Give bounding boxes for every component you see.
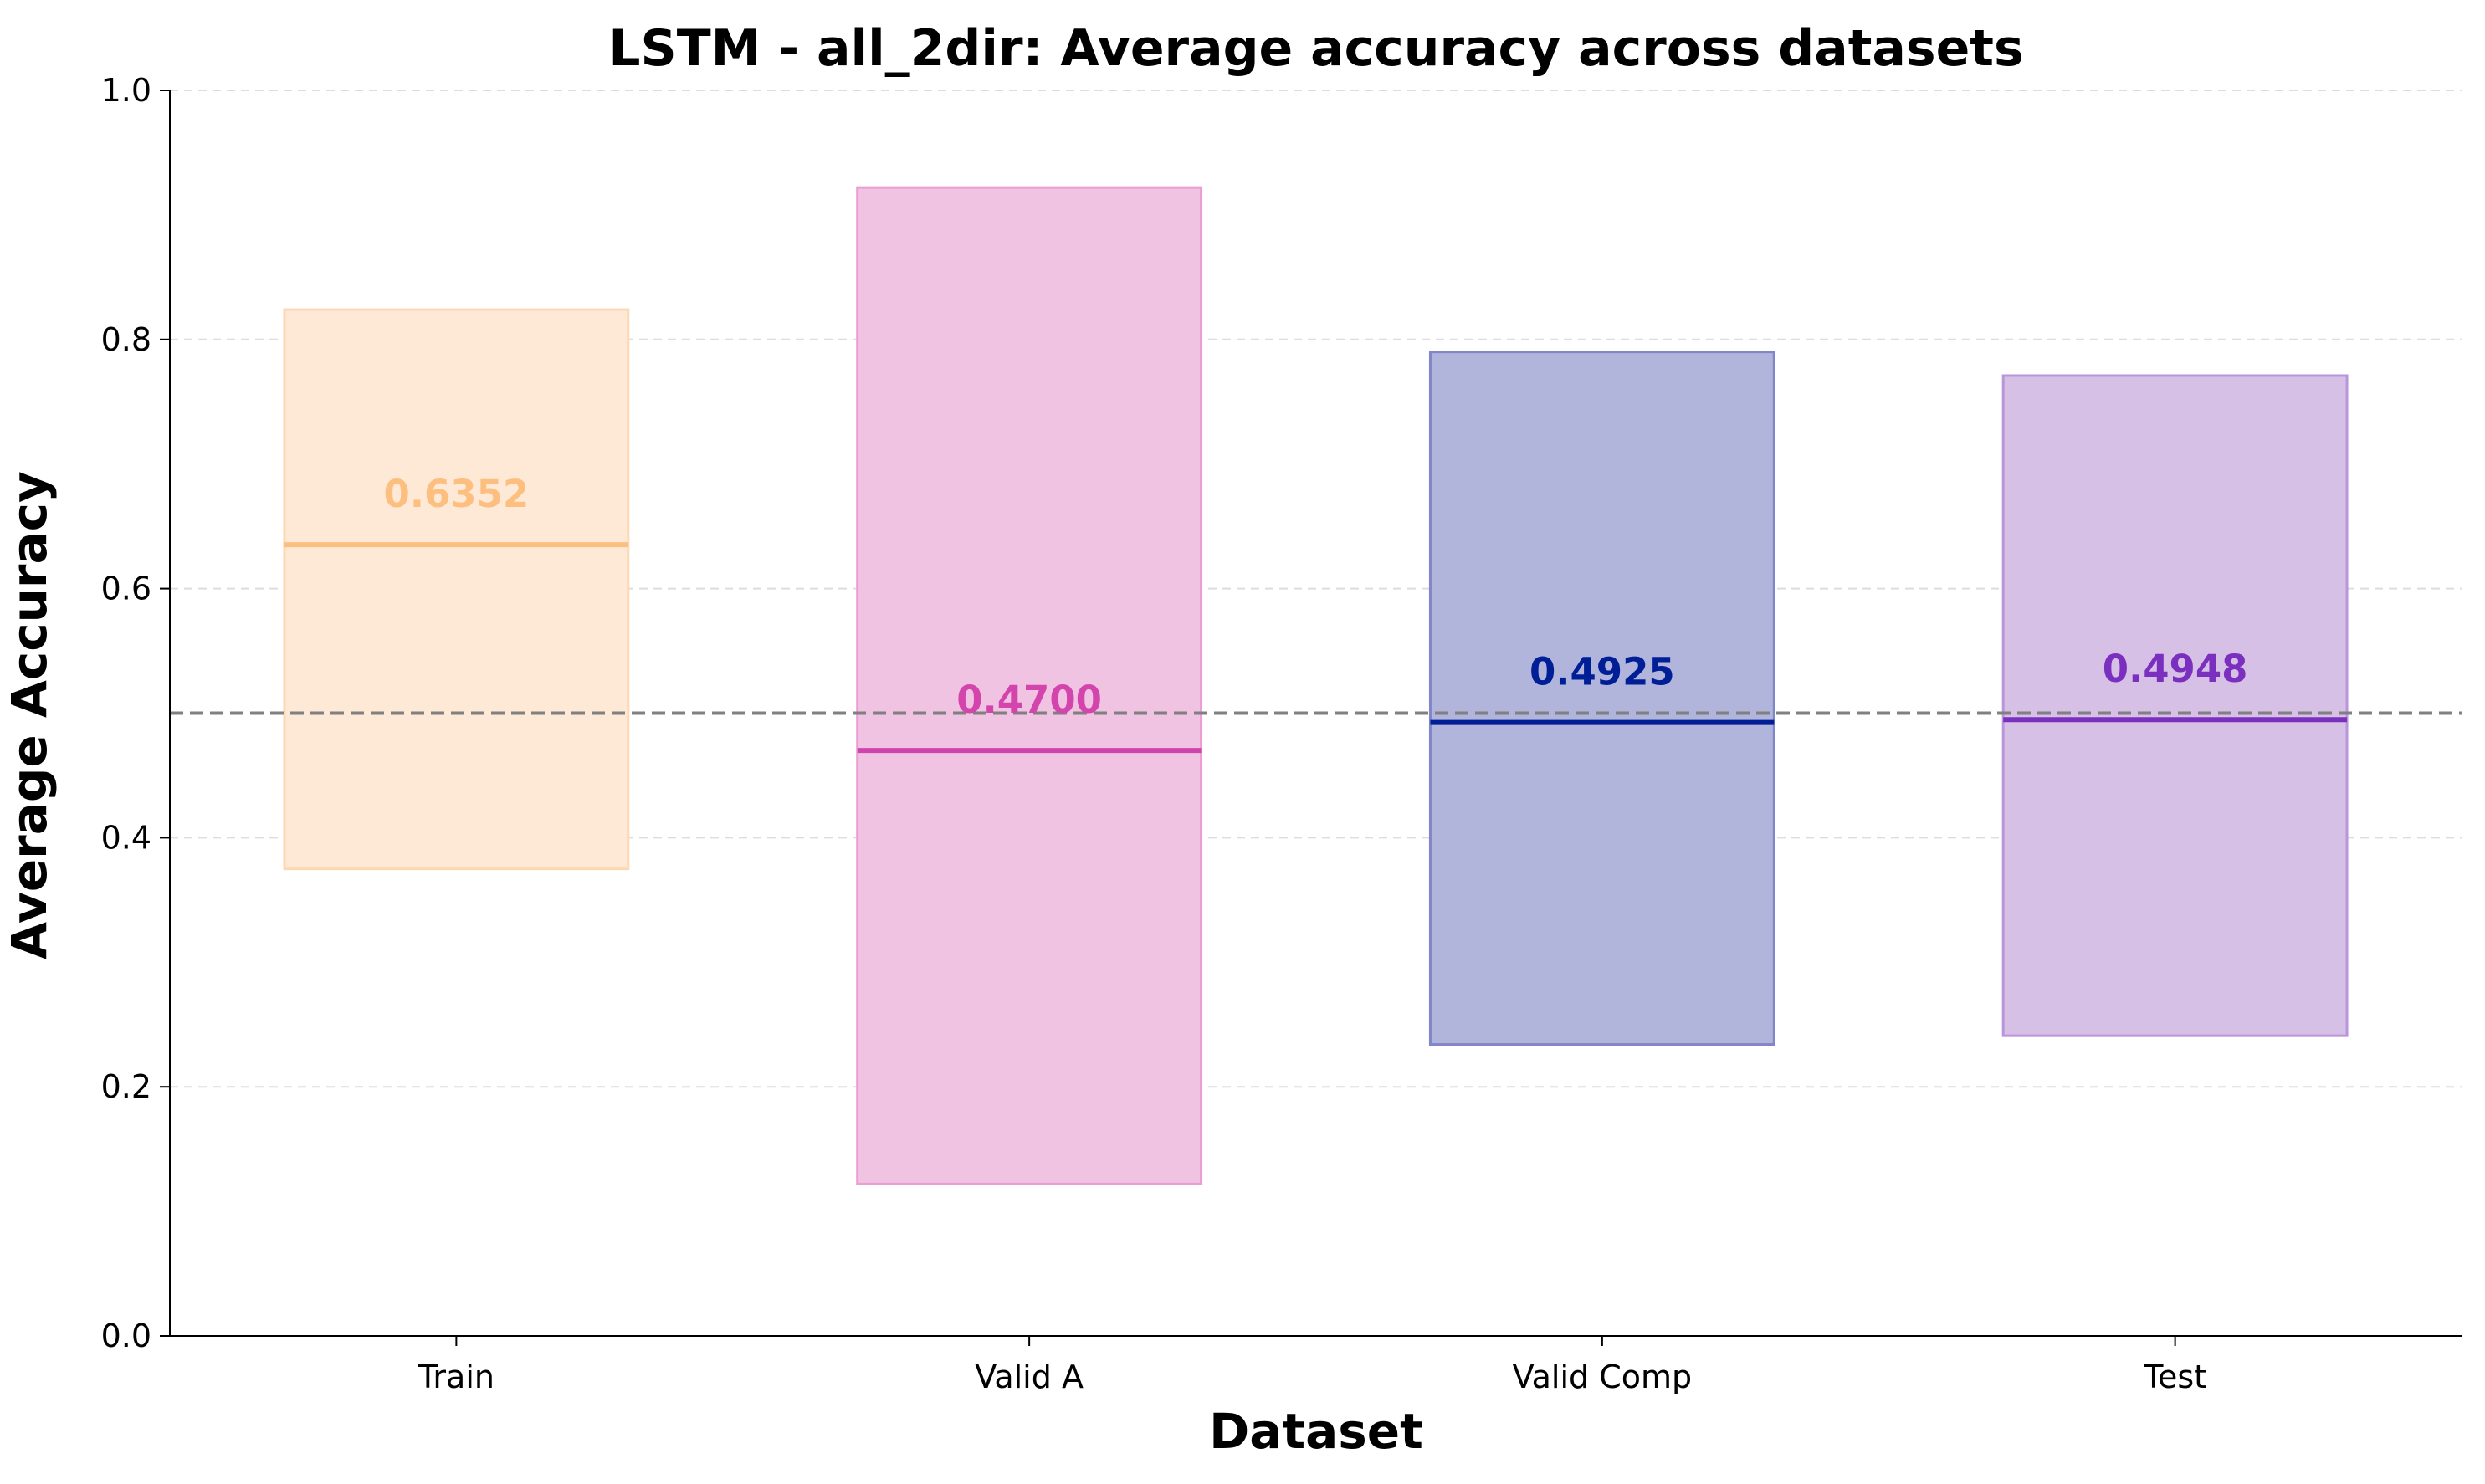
x-tick-label: Test xyxy=(2143,1359,2206,1395)
x-tick-label: Valid A xyxy=(975,1359,1084,1395)
axes xyxy=(169,90,2462,1337)
value-label: 0.4700 xyxy=(956,678,1102,722)
x-tick-label: Train xyxy=(418,1359,494,1395)
range-box xyxy=(283,308,630,871)
range-box xyxy=(856,186,1203,1185)
y-axis-label: Average Accuracy xyxy=(1,471,58,959)
range-box xyxy=(1428,351,1775,1046)
y-tick-label: 0.6 xyxy=(101,571,151,607)
y-tick-label: 0.4 xyxy=(101,819,151,856)
value-labels: 0.6352 0.4700 0.4925 0.4948 xyxy=(384,472,2248,722)
mean-lines xyxy=(284,542,2348,754)
range-boxes xyxy=(283,186,2349,1185)
x-ticks: Train Valid A Valid Comp Test xyxy=(418,1336,2206,1395)
x-axis-label: Dataset xyxy=(1209,1403,1423,1460)
y-ticks: 0.0 0.2 0.4 0.6 0.8 1.0 xyxy=(101,72,170,1354)
x-tick-label: Valid Comp xyxy=(1513,1359,1693,1395)
y-tick-label: 1.0 xyxy=(101,72,151,109)
y-tick-label: 0.2 xyxy=(101,1068,151,1105)
value-label: 0.4948 xyxy=(2103,647,2248,691)
range-box xyxy=(2001,374,2349,1037)
y-tick-label: 0.0 xyxy=(101,1318,151,1354)
y-tick-label: 0.8 xyxy=(101,321,151,358)
chart-title: LSTM - all_2dir: Average accuracy across… xyxy=(608,19,2023,78)
value-label: 0.6352 xyxy=(384,472,530,516)
value-label: 0.4925 xyxy=(1529,650,1675,694)
